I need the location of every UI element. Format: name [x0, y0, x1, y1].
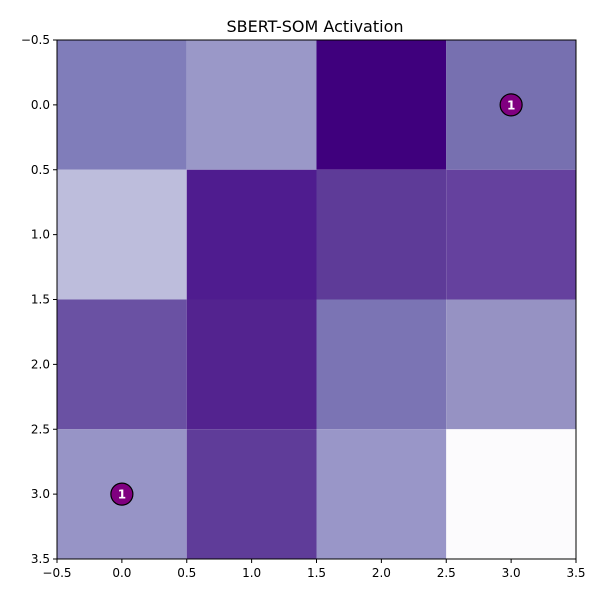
heatmap-cell-2-0	[57, 299, 187, 430]
y-tick-label: 3.5	[31, 552, 50, 566]
y-tick-label: 1.0	[31, 228, 50, 242]
markers: 11	[110, 93, 523, 506]
y-tick-label: −0.5	[21, 33, 50, 47]
chart-title: SBERT-SOM Activation	[226, 17, 403, 36]
heatmap-cell-2-2	[316, 299, 447, 430]
marker-circle	[499, 93, 523, 117]
heatmap-cell-2-1	[186, 299, 317, 430]
y-tick-label: 2.5	[31, 422, 50, 436]
y-tick-label: 3.0	[31, 487, 50, 501]
x-tick-label: 2.5	[437, 566, 456, 580]
heatmap-cell-3-3	[446, 429, 576, 559]
heatmap-cell-3-2	[316, 429, 447, 559]
heatmap-cell-1-0	[57, 169, 187, 300]
axes: −0.5 0.0 0.5 1.0 1.5 2.0 2.5 3.0 3.5−0.50.00.51.…	[21, 33, 586, 580]
heatmap-cell-1-3	[446, 169, 576, 300]
heatmap-cell-3-1	[186, 429, 317, 559]
marker-label: 1	[118, 488, 126, 502]
y-tick-label: 0.0	[31, 98, 50, 112]
heatmap-cell-1-2	[316, 169, 447, 300]
x-tick-label: 1.0	[242, 566, 261, 580]
y-tick-label: 1.5	[31, 293, 50, 307]
marker-circle	[110, 482, 134, 506]
heatmap-cell-2-3	[446, 299, 576, 430]
x-tick-label: 2.0	[372, 566, 391, 580]
heatmap-cells	[57, 40, 576, 559]
y-tick-label: 2.0	[31, 357, 50, 371]
x-tick-label: 3.5	[566, 566, 585, 580]
x-tick-label: 0.5	[177, 566, 196, 580]
marker-label: 1	[507, 98, 515, 112]
heatmap-cell-0-1	[186, 40, 317, 170]
heatmap-cell-1-1	[186, 169, 317, 300]
x-tick-label: 0.0	[112, 566, 131, 580]
x-tick-label: −0.5	[42, 566, 71, 580]
x-tick-label: 1.5	[307, 566, 326, 580]
x-tick-label: 3.0	[502, 566, 521, 580]
y-tick-label: 0.5	[31, 163, 50, 177]
heatmap-cell-0-0	[57, 40, 187, 170]
heatmap-cell-0-2	[316, 40, 447, 170]
